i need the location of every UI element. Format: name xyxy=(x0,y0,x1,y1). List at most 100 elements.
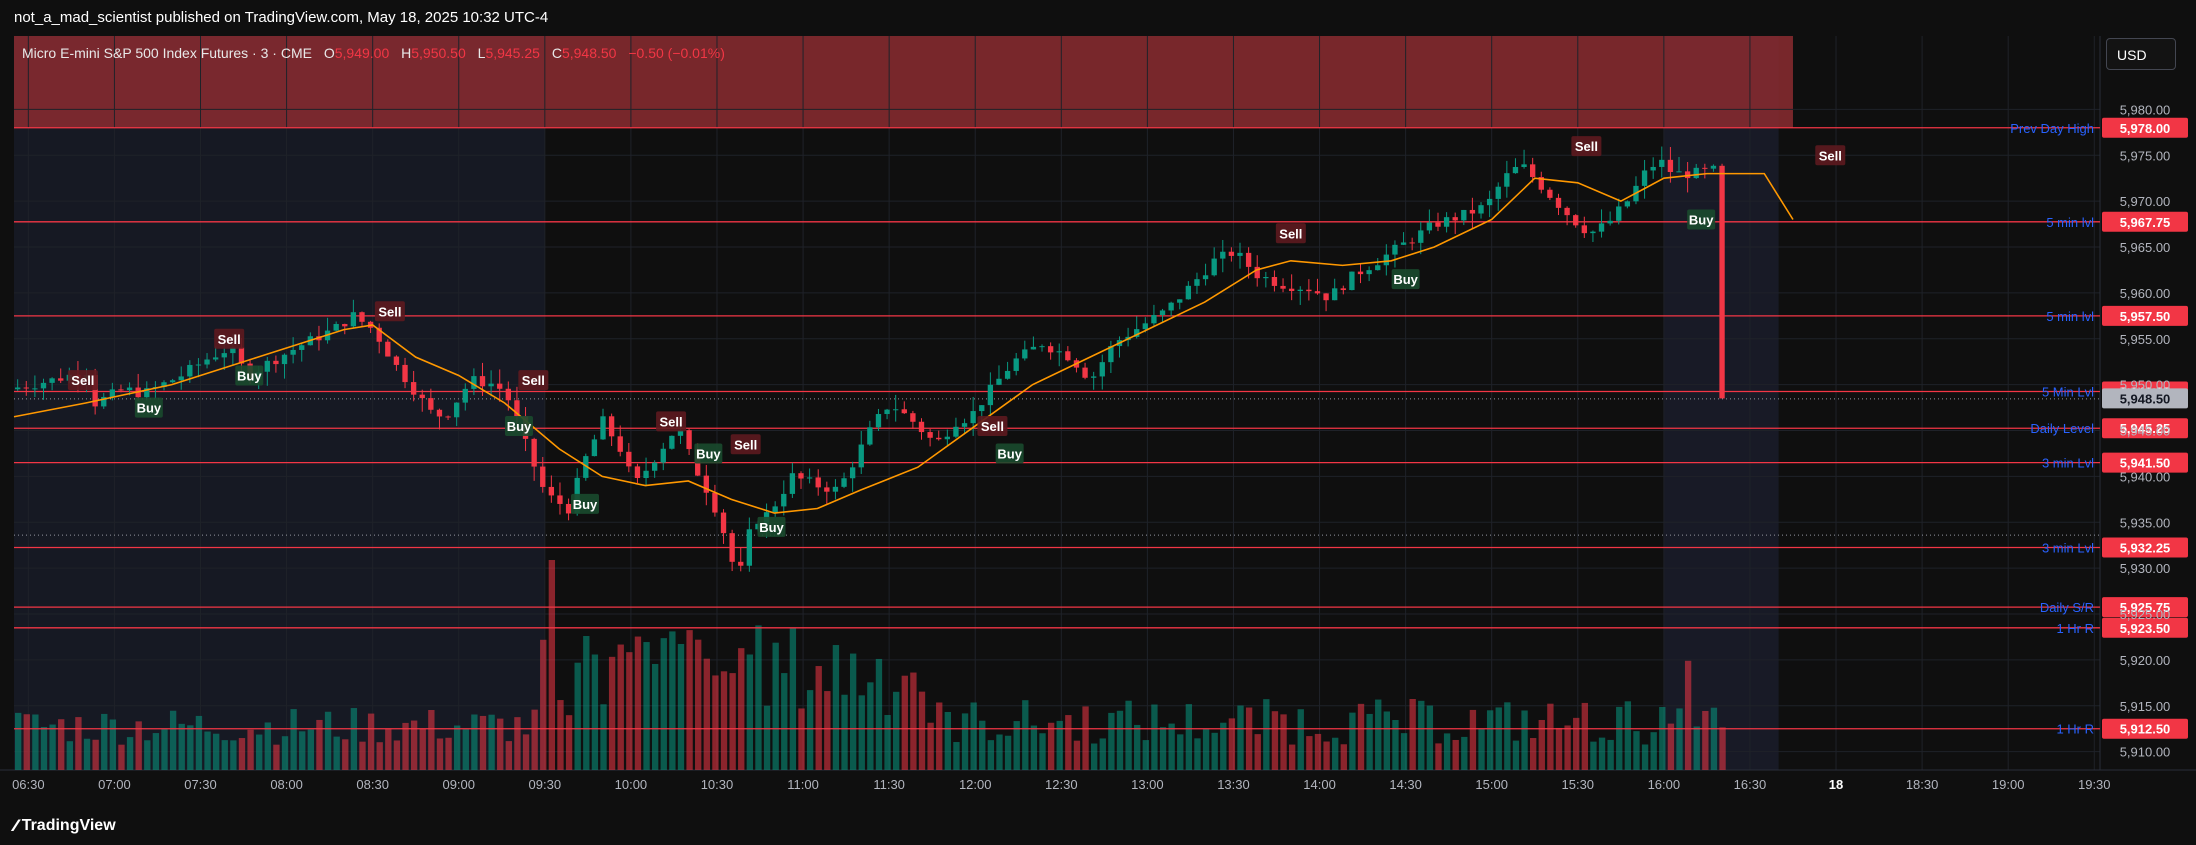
candle-body xyxy=(600,416,606,440)
volume-bar xyxy=(1521,710,1528,770)
volume-bar xyxy=(867,682,874,770)
signal-label: Sell xyxy=(1575,139,1598,154)
level-name: 3 min Lvl xyxy=(2042,541,2094,556)
volume-bar xyxy=(1607,739,1614,770)
volume-bar xyxy=(686,630,693,770)
price-tick-label: 5,945.00 xyxy=(2120,424,2171,439)
volume-bar xyxy=(1211,732,1218,770)
candle-body xyxy=(144,388,150,398)
volume-bar xyxy=(488,714,495,770)
low-label: L xyxy=(477,45,486,61)
price-chart[interactable]: Sell Buy Sell Buy Sell Sell Buy Sell Buy Buy Sell B… xyxy=(0,0,2196,806)
afterhours-shade xyxy=(1663,36,1779,770)
candle-body xyxy=(1383,254,1390,266)
volume-bar xyxy=(961,713,969,770)
candle-body xyxy=(953,426,959,437)
volume-bar xyxy=(677,644,685,770)
candle-body xyxy=(126,387,133,391)
candle-body xyxy=(1185,285,1192,300)
candle-body xyxy=(686,430,692,450)
time-tick-label: 16:00 xyxy=(1648,777,1681,792)
candle-body xyxy=(1400,242,1407,245)
volume-bar xyxy=(75,717,82,770)
volume-bar xyxy=(1538,719,1545,770)
time-tick-label: 08:30 xyxy=(356,777,389,792)
publish-line: not_a_mad_scientist published on Trading… xyxy=(14,9,549,26)
candle-body xyxy=(1409,242,1415,244)
signal-label: Sell xyxy=(1819,148,1842,163)
candle-body xyxy=(1564,207,1570,216)
high-label: H xyxy=(401,45,412,61)
level-price-tag xyxy=(2102,718,2188,739)
time-tick-label: 14:00 xyxy=(1303,777,1336,792)
volume-bar xyxy=(1168,723,1175,770)
volume-bar xyxy=(798,708,805,770)
level-price-tag xyxy=(2102,117,2188,138)
candle-body xyxy=(1314,291,1321,294)
volume-bar xyxy=(531,709,538,770)
currency-button[interactable]: USD xyxy=(2106,38,2176,70)
level-name: Daily Level xyxy=(2030,421,2094,436)
candle-body xyxy=(824,487,830,492)
volume-bar xyxy=(1280,714,1287,770)
candle-body xyxy=(565,503,572,514)
candle-body xyxy=(1461,209,1467,221)
candle-body xyxy=(1245,252,1252,267)
volume-bar xyxy=(1366,713,1373,770)
tradingview-logo[interactable]: ⁄⁄ TradingView xyxy=(14,816,116,836)
candle-body xyxy=(1641,170,1648,186)
volume-bar xyxy=(918,691,926,770)
signal-label: Sell xyxy=(522,373,545,388)
volume-bar xyxy=(953,742,960,770)
candle-body xyxy=(178,376,184,381)
candle-body xyxy=(910,413,916,422)
candle-body xyxy=(1039,346,1045,348)
price-tick-label: 5,965.00 xyxy=(2120,240,2171,255)
volume-bar xyxy=(342,739,349,770)
price-tick-label: 5,930.00 xyxy=(2120,561,2171,576)
volume-bar xyxy=(1306,736,1313,770)
candle-body xyxy=(875,414,882,428)
tradingview-logo-icon: ⁄⁄ xyxy=(14,816,17,835)
candle-body xyxy=(15,387,21,390)
time-tick-label: 10:00 xyxy=(615,777,648,792)
candle-body xyxy=(299,345,305,350)
volume-bar xyxy=(1090,743,1098,770)
volume-bar xyxy=(1555,727,1563,770)
volume-bar xyxy=(101,713,108,770)
candle-body xyxy=(471,376,477,389)
candle-body xyxy=(669,435,675,449)
price-tick-label: 5,960.00 xyxy=(2120,286,2171,301)
volume-bar xyxy=(1159,727,1167,770)
time-tick-label: 16:30 xyxy=(1734,777,1767,792)
price-tick-label: 5,980.00 xyxy=(2120,102,2171,117)
candle-body xyxy=(772,506,778,513)
level-price-tag-text: 5,925.75 xyxy=(2120,600,2171,615)
volume-bar xyxy=(445,737,452,770)
candle-body xyxy=(677,430,684,436)
candle-body xyxy=(1202,275,1209,280)
volume-bar xyxy=(849,653,857,770)
candle-body xyxy=(1684,171,1691,179)
level-price-tag xyxy=(2102,211,2188,232)
candle-body xyxy=(1547,189,1553,198)
candle-body xyxy=(1521,164,1527,167)
candle-body xyxy=(841,478,847,487)
volume-bar xyxy=(781,673,788,770)
resistance-zone xyxy=(14,36,1793,128)
volume-bar xyxy=(281,736,289,770)
volume-bar xyxy=(419,728,426,770)
volume-bar xyxy=(462,729,469,770)
level-price-tag xyxy=(2102,452,2188,473)
candle-body xyxy=(1280,285,1286,289)
signal-badge xyxy=(235,365,264,386)
candle-body xyxy=(1332,288,1338,301)
volume-bar xyxy=(1590,741,1597,770)
volume-bar xyxy=(1220,722,1227,770)
volume-bar xyxy=(763,705,771,770)
volume-bar xyxy=(49,724,56,770)
volume-bar xyxy=(540,639,547,770)
volume-bar xyxy=(290,709,297,770)
candle-body xyxy=(651,462,658,471)
candle-body xyxy=(979,405,985,412)
